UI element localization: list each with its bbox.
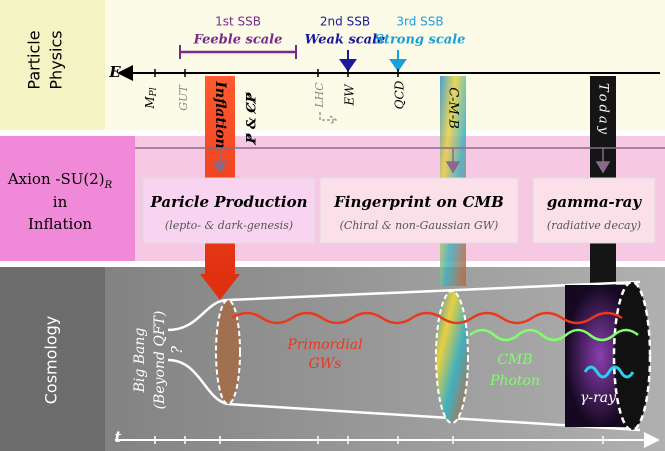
axis-label: t bbox=[115, 428, 122, 446]
energy-mark: QCD bbox=[393, 80, 407, 109]
section-label: Physics bbox=[47, 30, 66, 89]
gw-label: GWs bbox=[309, 356, 342, 372]
box-title: Fingerprint on CMB bbox=[333, 193, 504, 211]
question: ? bbox=[168, 345, 186, 354]
axis-label: E bbox=[108, 63, 121, 81]
cmb-slice bbox=[436, 291, 468, 423]
big-bang-label: Big Bang bbox=[132, 328, 148, 394]
cp-label: P̸ & C̸P̸ bbox=[245, 91, 260, 145]
cmb-label: CMB bbox=[497, 352, 532, 368]
gw-label: Primordial bbox=[286, 337, 362, 353]
cmb-label: Photon bbox=[489, 373, 540, 389]
energy-mark: GUT bbox=[177, 84, 190, 111]
today-slice bbox=[614, 282, 650, 430]
mark-sub: Pl bbox=[149, 87, 159, 97]
energy-mark: C-M-B bbox=[446, 87, 461, 129]
section-label: Particle bbox=[25, 30, 44, 89]
axion-label-bg bbox=[0, 136, 135, 261]
ssb-label: 3rd SSB bbox=[396, 15, 443, 29]
section-label: Cosmology bbox=[42, 316, 61, 405]
section-label: in bbox=[53, 193, 68, 211]
mark-text: M bbox=[143, 96, 157, 110]
scale-label: Strong scale bbox=[375, 33, 466, 48]
ssb-label: 1st SSB bbox=[215, 15, 261, 29]
box-subtitle: (radiative decay) bbox=[547, 219, 641, 232]
label-sub: R bbox=[104, 180, 113, 191]
energy-mark: EW bbox=[343, 83, 357, 107]
box-title: gamma-ray bbox=[547, 193, 643, 211]
label-text: Axion -SU(2) bbox=[7, 170, 105, 188]
box-subtitle: (lepto- & dark-genesis) bbox=[165, 219, 293, 232]
energy-mark: Today bbox=[596, 83, 611, 137]
inflation-label: Inflation bbox=[212, 80, 228, 148]
big-bang-label: (Beyond QFT) bbox=[152, 311, 168, 410]
box-subtitle: (Chiral & non-Gaussian GW) bbox=[340, 219, 499, 232]
box-title: Paricle Production bbox=[149, 193, 307, 211]
section-label: Inflation bbox=[28, 215, 92, 233]
scale-label: Feeble scale bbox=[193, 33, 283, 48]
diagram: Particle Physics Axion -SU(2)R in Inflat… bbox=[0, 0, 665, 451]
energy-mark: LHC bbox=[313, 82, 326, 109]
section-label: Axion -SU(2)R bbox=[7, 170, 113, 191]
ssb-label: 2nd SSB bbox=[320, 15, 370, 29]
scale-label: Weak scale bbox=[305, 33, 386, 48]
gamma-label: γ-ray bbox=[580, 390, 617, 406]
